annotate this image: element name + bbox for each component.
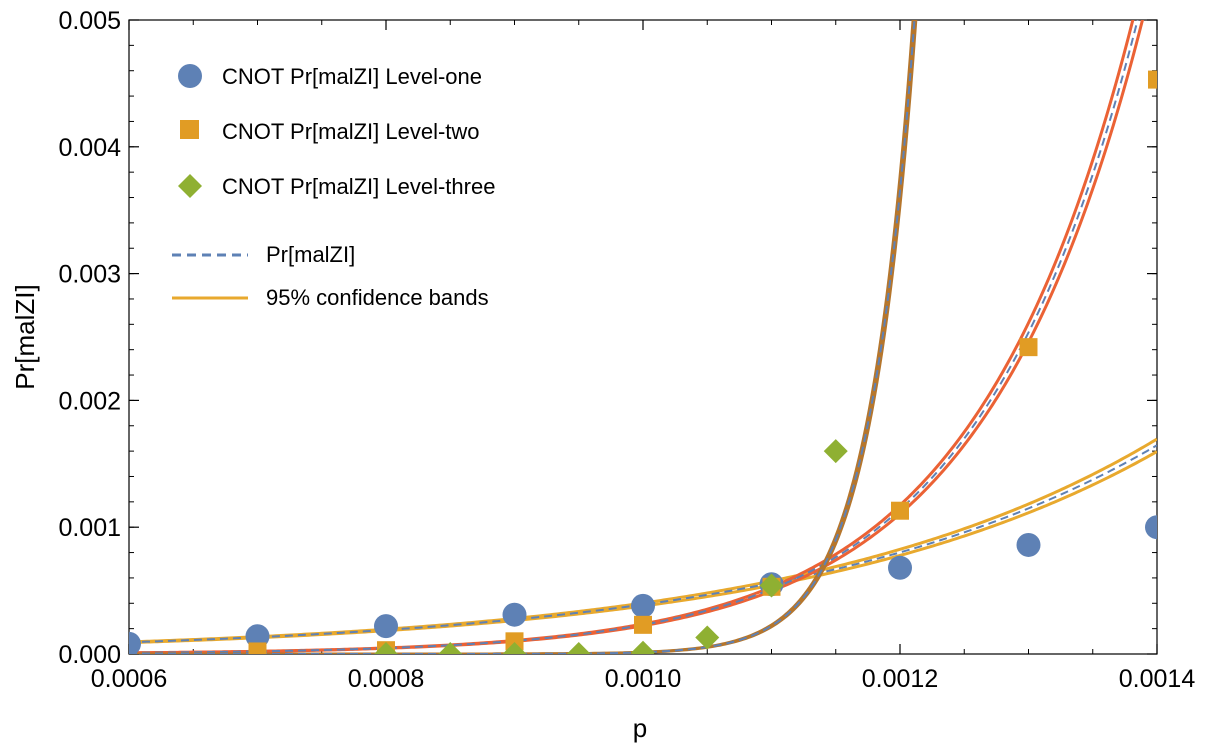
y-tick-label: 0.002	[58, 387, 121, 415]
data-point-square	[634, 615, 652, 634]
data-point-square	[1019, 338, 1038, 357]
confidence-band-upper	[129, 20, 915, 654]
legend-diamond-marker	[178, 174, 202, 198]
x-tick-label: 0.0014	[1119, 665, 1196, 693]
data-point-circle	[631, 593, 655, 618]
x-axis-label: p	[633, 713, 647, 743]
x-tick-label: 0.0010	[605, 665, 681, 693]
data-point-diamond	[823, 439, 848, 464]
data-point-circle	[1145, 515, 1157, 540]
data-point-diamond	[438, 642, 463, 654]
data-point-square	[891, 501, 909, 520]
fit-curve-dashed	[129, 444, 1157, 644]
data-point-circle	[1016, 532, 1041, 557]
fit-curve-dashed	[129, 20, 916, 654]
x-tick-label: 0.0012	[862, 665, 938, 693]
confidence-band-lower	[129, 20, 1145, 654]
data-point-diamond	[631, 640, 655, 654]
data-point-diamond	[566, 642, 591, 654]
data-point-square	[1148, 70, 1157, 89]
legend-label-bands: 95% confidence bands	[266, 285, 489, 310]
confidence-band-lower	[129, 20, 918, 654]
confidence-band-upper	[129, 20, 1135, 654]
plot-border	[128, 19, 1158, 655]
data-point-square	[505, 632, 524, 651]
axis-ticks: 0.0006 0.0008 0.0010 0.0012 0.0014 0.000 0.001…	[58, 7, 1195, 693]
y-tick-label: 0.000	[58, 641, 121, 669]
y-tick-label: 0.003	[58, 261, 121, 289]
legend-label-level-one: CNOT Pr[malZI] Level-one	[222, 64, 482, 89]
legend-label-level-two: CNOT Pr[malZI] Level-two	[222, 119, 480, 144]
series-diamond	[374, 439, 848, 654]
data-point-circle	[245, 624, 270, 649]
y-axis-label: Pr[malZI]	[10, 284, 40, 389]
legend-circle-marker	[178, 64, 202, 88]
y-tick-label: 0.005	[58, 7, 121, 35]
x-tick-label: 0.0006	[91, 665, 167, 693]
series-square	[248, 70, 1157, 654]
legend-label-level-three: CNOT Pr[malZI] Level-three	[222, 174, 495, 199]
data-point-diamond	[374, 642, 398, 654]
y-tick-label: 0.001	[58, 514, 121, 542]
x-tick-label: 0.0008	[348, 665, 424, 693]
data-point-square	[248, 642, 267, 654]
data-point-diamond	[695, 625, 720, 650]
data-point-circle	[374, 614, 398, 639]
y-tick-label: 0.004	[58, 134, 121, 162]
data-point-diamond	[759, 573, 784, 598]
fit-curves	[129, 20, 1157, 654]
data-point-circle	[888, 555, 912, 580]
fit-curve-dashed	[129, 20, 1139, 654]
legend-square-marker	[180, 120, 199, 139]
plot-frame	[128, 19, 1158, 655]
legend: CNOT Pr[malZI] Level-one CNOT Pr[malZI] …	[172, 64, 495, 310]
data-point-circle	[502, 602, 527, 627]
data-point-diamond	[502, 642, 527, 654]
legend-label-fit: Pr[malZI]	[266, 242, 355, 267]
data-points	[129, 70, 1157, 654]
data-point-circle	[129, 631, 141, 654]
